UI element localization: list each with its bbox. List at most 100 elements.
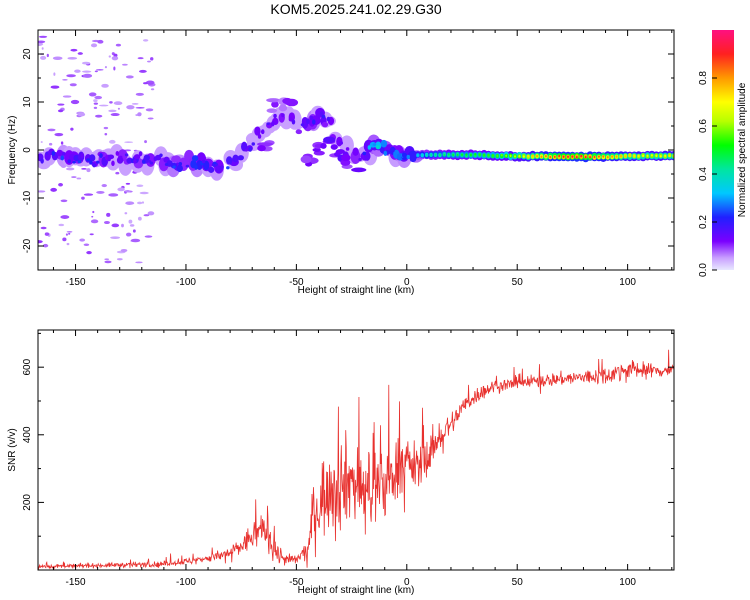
spectrogram-ridge-cell <box>133 154 141 160</box>
spectrogram-ridge-cell <box>89 160 93 165</box>
spectrogram-speckle <box>79 238 86 242</box>
colorbar-tick-label: 0.4 <box>698 167 709 181</box>
colorbar: 0.0 0.2 0.4 0.6 0.8 Normalized spectral ampl… <box>698 30 748 277</box>
spectrogram-ridge-cell <box>321 121 329 128</box>
spectrogram-speckle <box>137 57 144 60</box>
spectrogram-speckle <box>53 72 56 76</box>
spectrogram-ridge-cell <box>254 126 261 136</box>
spectrogram-speckle <box>110 236 121 240</box>
spectrogram-ridge-cell <box>434 153 437 156</box>
spectrogram-ytick-label: -20 <box>22 238 33 253</box>
spectrogram-ridge-cell <box>116 156 124 164</box>
spectrogram-ridge-cell <box>536 154 539 158</box>
spectrogram-speckle <box>76 177 82 180</box>
spectrogram-ridge-cell <box>185 164 190 168</box>
spectrogram-xtick-label: -100 <box>176 277 196 288</box>
spectrogram-speckle <box>104 260 112 264</box>
spectrogram-ridge-cell <box>633 154 636 158</box>
spectrogram-speckle <box>81 168 87 170</box>
snr-panel: -150 -100 -50 0 50 100 200 400 600 Height of str… <box>7 329 675 596</box>
spectrogram-speckle <box>115 43 121 47</box>
colorbar-tick-label: 0.0 <box>698 263 709 277</box>
spectrogram-speckle <box>131 102 139 105</box>
spectrogram-ridge-cell <box>171 155 181 163</box>
spectrogram-ridge-cell <box>107 157 111 162</box>
spectrogram-ridge-cell <box>149 161 154 165</box>
spectrogram-speckle <box>125 189 131 193</box>
snr-xtick-label: -50 <box>289 577 304 588</box>
spectrogram-ridge-cell <box>176 164 183 173</box>
spectrogram-ridge-cell <box>620 155 622 158</box>
spectrogram-speckle <box>93 99 98 103</box>
spectrogram-ridge-cell <box>51 150 56 156</box>
snr-xtick-label: 0 <box>404 577 410 588</box>
spectrogram-ridge-cell <box>580 154 583 158</box>
spectrogram-speckle <box>117 107 120 110</box>
spectrogram-ridge-cell <box>376 145 380 150</box>
spectrogram-speckle <box>137 201 143 205</box>
spectrogram-ridge-cell <box>291 119 296 125</box>
spectrogram-ytick-label: 20 <box>22 48 33 60</box>
spectrogram-speckle <box>70 127 74 131</box>
spectrogram-speckle <box>98 104 109 107</box>
spectrogram-branch-cell <box>320 142 327 149</box>
spectrogram-ytick-label: 0 <box>22 147 33 153</box>
colorbar-ticks: 0.0 0.2 0.4 0.6 0.8 <box>698 71 717 277</box>
spectrogram-speckle <box>113 101 123 106</box>
spectrogram-ridge-cell <box>40 158 44 164</box>
spectrogram-speckle <box>40 226 47 230</box>
spectrogram-ridge-cell <box>47 150 52 155</box>
spectrogram-speckle <box>83 193 94 196</box>
spectrogram-ridge-cell <box>469 153 472 157</box>
spectrogram-branch-cell <box>351 167 367 173</box>
spectrogram-ridge-cell <box>115 151 120 156</box>
spectrogram-speckle <box>125 201 135 205</box>
spectrogram-speckle <box>124 212 128 215</box>
spectrogram-speckle <box>88 92 97 97</box>
spectrogram-speckle <box>106 212 111 217</box>
spectrogram-speckle <box>124 149 131 152</box>
spectrogram-speckle <box>66 74 76 78</box>
spectrogram-speckle <box>50 85 60 89</box>
spectrogram-branch-cell <box>271 101 279 108</box>
spectrogram-ridge-cell <box>80 152 84 159</box>
spectrogram-speckle <box>104 133 108 136</box>
spectrogram-speckle <box>67 57 78 60</box>
spectrogram-speckle <box>111 223 120 228</box>
spectrogram-speckle <box>44 232 50 236</box>
spectrogram-speckle <box>104 258 110 261</box>
spectrogram-ridge-cell <box>77 160 82 164</box>
spectrogram-speckle <box>82 73 93 78</box>
colorbar-label: Normalized spectral amplitude <box>737 82 748 217</box>
spectrogram-ridge-cell <box>401 152 406 158</box>
spectrogram-ridge-cell <box>99 153 103 158</box>
spectrogram-ridge-cell <box>172 165 176 169</box>
spectrogram-speckle <box>66 167 75 171</box>
spectrogram-ridge-cell <box>336 141 340 145</box>
spectrogram-speckle <box>141 201 145 204</box>
spectrogram-speckle <box>94 114 103 118</box>
spectrogram-ridge-cell <box>597 155 600 158</box>
spectrogram-ridge-cell <box>527 154 530 158</box>
spectrogram-ridge-cell <box>465 153 468 156</box>
spectrogram-ridge-cell <box>251 142 256 146</box>
spectrogram-speckle <box>42 243 49 248</box>
spectrogram-speckle <box>52 56 63 61</box>
spectrogram-branch-cell <box>341 154 351 162</box>
spectrogram-speckle <box>81 196 85 200</box>
spectrogram-speckle <box>90 43 98 48</box>
spectrogram-ridge-cell <box>339 141 344 145</box>
colorbar-tick-label: 0.2 <box>698 215 709 229</box>
spectrogram-ridge-cell <box>549 155 552 159</box>
spectrogram-speckle <box>38 240 43 244</box>
spectrogram-ridge-cell <box>194 164 198 170</box>
spectrogram-ridge-cell <box>584 155 587 159</box>
snr-ticks: -150 -100 -50 0 50 100 200 400 600 <box>22 330 674 588</box>
spectrogram-speckle <box>38 35 48 38</box>
spectrogram-speckle <box>50 187 57 192</box>
spectrogram-speckle <box>57 109 64 113</box>
snr-frame <box>37 329 675 571</box>
spectrogram-ridge-cell <box>447 153 450 156</box>
spectrogram-ridge-cell <box>234 157 239 163</box>
spectrogram-ridge-cell <box>143 154 150 161</box>
